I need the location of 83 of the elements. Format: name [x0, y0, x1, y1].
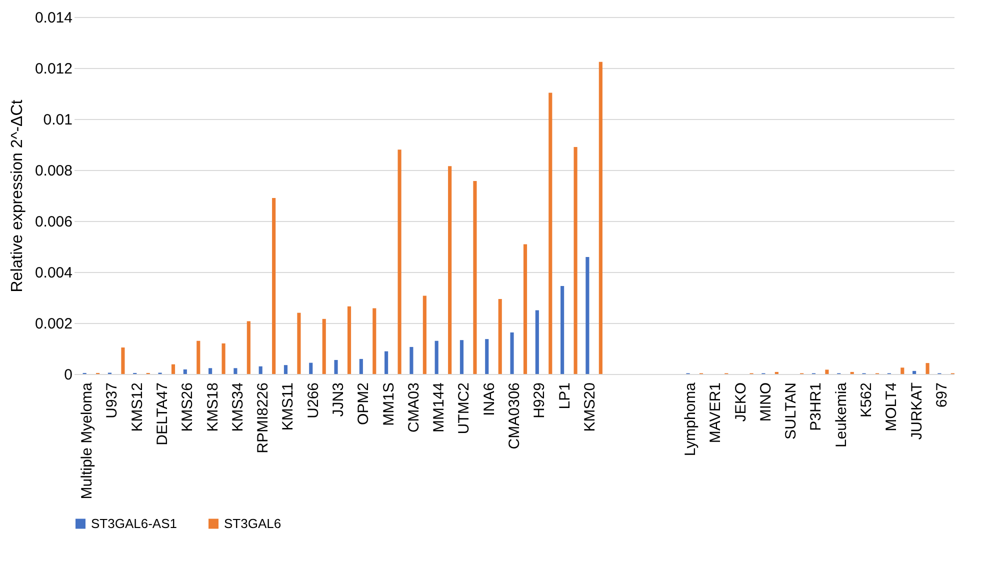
x-tick-label: MM1S [380, 382, 398, 426]
bar [347, 306, 352, 374]
y-tick-label: 0.002 [34, 316, 72, 332]
bar [535, 310, 539, 374]
bar [460, 340, 464, 374]
bar [208, 368, 212, 374]
bar [309, 362, 313, 374]
bar [171, 364, 176, 374]
x-tick-label: INA6 [480, 382, 498, 416]
bar [548, 92, 552, 374]
bar [384, 351, 388, 374]
bar [422, 296, 426, 374]
x-tick-label: Lymphoma [682, 382, 699, 456]
bar [598, 62, 602, 374]
bar [586, 256, 590, 374]
bar [574, 147, 578, 374]
x-tick-label: MINO [757, 382, 774, 422]
bar [272, 198, 276, 374]
y-tick-label: 0.014 [34, 10, 72, 26]
x-tick-label: H929 [531, 382, 548, 418]
x-tick-label: JURKAT [908, 382, 926, 440]
bar [284, 365, 288, 374]
bar [183, 369, 187, 374]
y-tick-label: 0.008 [34, 162, 72, 180]
x-tick-label: KMS26 [179, 382, 196, 432]
bar [234, 368, 238, 374]
bar [372, 308, 376, 374]
x-tick-label: KMS11 [280, 382, 297, 431]
x-tick-label: SULTAN [782, 382, 800, 440]
bar [334, 360, 338, 374]
bar [926, 363, 930, 374]
y-tick-label: 0.004 [34, 264, 72, 282]
x-tick-label: K562 [858, 382, 875, 418]
x-tick-label: 697 [933, 382, 950, 408]
bar [246, 321, 250, 374]
legend-label: ST3GAL6-AS1 [91, 516, 177, 531]
y-tick-label: 0.01 [43, 112, 72, 128]
y-tick-label: 0 [64, 366, 72, 384]
x-tick-label: MAVER1 [707, 382, 724, 444]
x-tick-label: KMS20 [581, 382, 598, 432]
x-tick-label: JJN3 [330, 382, 347, 417]
bar [473, 180, 477, 374]
bar [498, 299, 502, 374]
x-tick-label: KMS34 [229, 382, 246, 432]
x-tick-label: JEKO [732, 382, 750, 422]
x-tick-label: RPMI8226 [254, 382, 272, 454]
bar [359, 358, 363, 374]
x-tick-label: CMA03 [405, 382, 422, 433]
x-tick-label: UTMC2 [456, 382, 473, 434]
legend-label: ST3GAL6 [224, 516, 282, 531]
bar [912, 370, 916, 374]
bar [434, 340, 438, 374]
x-tick-label: U937 [104, 382, 121, 418]
x-tick-label: U266 [304, 382, 322, 418]
bar [410, 346, 414, 374]
y-tick-label: 0.006 [34, 214, 72, 230]
bar [297, 312, 301, 374]
bar [510, 332, 514, 374]
x-tick-label: Leukemia [832, 382, 850, 448]
x-tick-label: P3HR1 [808, 382, 825, 431]
x-tick-label: OPM2 [355, 382, 372, 426]
bar [322, 318, 326, 374]
y-axis-title: Relative expression 2^-ΔCt [8, 99, 26, 292]
bar [900, 368, 904, 374]
x-tick-label: KMS12 [128, 382, 146, 432]
x-tick-label: MOLT4 [883, 382, 900, 432]
bar [398, 150, 402, 374]
x-tick-label: DELTA47 [154, 382, 171, 446]
bar [448, 166, 452, 374]
x-tick-label: MM144 [430, 382, 448, 433]
bar [485, 339, 489, 374]
x-tick-label: CMA0306 [506, 382, 523, 450]
x-tick-label: LP1 [556, 382, 574, 410]
x-tick-label: Multiple Myeloma [78, 382, 96, 500]
bar [523, 244, 528, 374]
x-tick-label: KMS18 [204, 382, 222, 432]
bar [222, 343, 226, 374]
bar [258, 366, 262, 374]
bar [825, 370, 829, 374]
bar [121, 347, 125, 374]
y-tick-label: 0.012 [34, 60, 72, 78]
bar [196, 340, 200, 374]
bar [560, 286, 564, 374]
